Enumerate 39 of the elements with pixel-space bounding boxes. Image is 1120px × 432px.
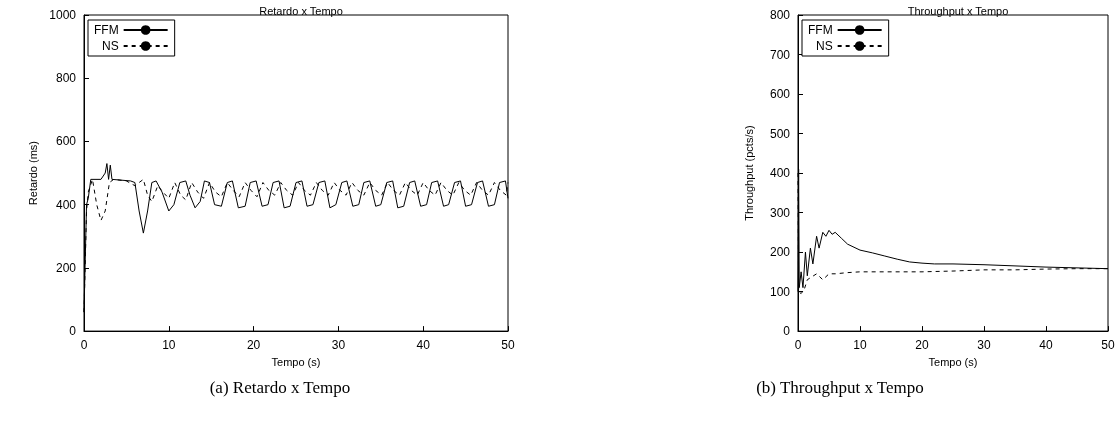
y-tick-label: 400 bbox=[55, 197, 77, 212]
y-tick-label: 600 bbox=[55, 134, 77, 149]
x-tick-label: 30 bbox=[331, 338, 346, 353]
x-axis-title: Tempo (s) bbox=[271, 355, 321, 368]
chart-title: Throughput x Tempo bbox=[907, 4, 1009, 17]
y-tick-label: 400 bbox=[769, 166, 791, 181]
y-tick-label: 600 bbox=[769, 87, 791, 102]
y-tick-label: 0 bbox=[69, 324, 77, 339]
text: (a) Retardo x Tempo bbox=[208, 378, 352, 398]
y-tick-label: 100 bbox=[769, 284, 791, 299]
y-tick-label: 800 bbox=[769, 8, 791, 22]
x-tick-label: 0 bbox=[80, 338, 88, 353]
x-tick-label: 30 bbox=[977, 338, 991, 353]
y-tick-label: 1000 bbox=[49, 8, 77, 22]
y-tick-label: 300 bbox=[769, 205, 791, 220]
y-tick-label: 0 bbox=[783, 324, 791, 339]
y-tick-label: 800 bbox=[55, 71, 77, 86]
x-axis-title: Tempo (s) bbox=[928, 355, 978, 368]
text: (b) Throughput x Tempo bbox=[755, 378, 925, 398]
x-tick-label: 50 bbox=[1101, 338, 1115, 353]
legend-label: NS bbox=[815, 39, 833, 53]
y-tick-label: 700 bbox=[769, 47, 791, 62]
chart-title: Retardo x Tempo bbox=[259, 4, 343, 17]
x-tick-label: 10 bbox=[853, 338, 867, 353]
legend-label: NS bbox=[101, 39, 119, 53]
legend-label: FFM bbox=[808, 23, 833, 37]
y-tick-label: 200 bbox=[55, 260, 77, 275]
x-tick-label: 0 bbox=[794, 338, 802, 353]
y-tick-label: 500 bbox=[769, 126, 791, 141]
y-tick-label: 200 bbox=[769, 245, 791, 260]
x-tick-label: 40 bbox=[416, 338, 431, 353]
x-tick-label: 20 bbox=[915, 338, 929, 353]
x-tick-label: 10 bbox=[162, 338, 176, 353]
x-tick-label: 50 bbox=[501, 338, 515, 353]
x-tick-label: 20 bbox=[246, 338, 261, 353]
legend-label: FFM bbox=[94, 23, 119, 37]
y-axis-title: Retardo (ms) bbox=[26, 140, 39, 206]
y-axis-title: Throughput (pcts/s) bbox=[742, 125, 755, 221]
x-tick-label: 40 bbox=[1039, 338, 1053, 353]
